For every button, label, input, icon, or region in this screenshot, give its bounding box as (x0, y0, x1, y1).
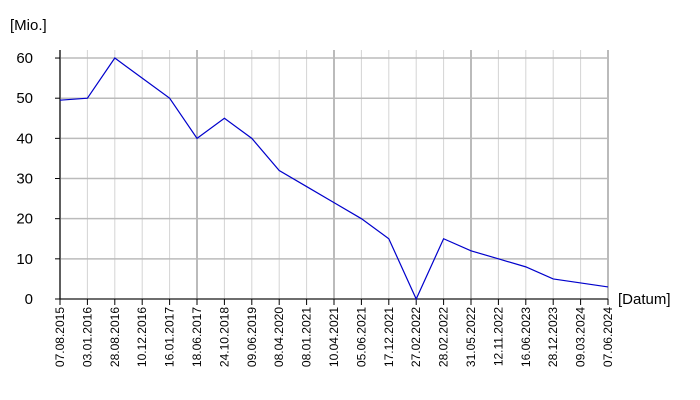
x-tick-label: 18.06.2017 (190, 307, 204, 367)
x-tick-label: 08.04.2020 (272, 307, 286, 367)
x-tick-label: 28.08.2016 (108, 307, 122, 367)
y-tick-label: 30 (16, 171, 33, 188)
x-tick-label: 09.03.2024 (574, 307, 588, 367)
x-tick-label: 27.02.2022 (409, 307, 423, 367)
x-tick-label: 07.06.2024 (601, 307, 615, 367)
y-axis-label: [Mio.] (10, 17, 47, 34)
x-tick-label: 17.12.2021 (382, 307, 396, 367)
x-tick-label: 24.10.2018 (217, 307, 231, 367)
x-tick-label: 05.06.2021 (354, 307, 368, 367)
x-tick-label: 16.06.2023 (519, 307, 533, 367)
x-tick-label: 03.01.2016 (80, 307, 94, 367)
x-tick-label: 31.05.2022 (464, 307, 478, 367)
y-tick-label: 10 (16, 251, 33, 268)
y-tick-label: 50 (16, 90, 33, 107)
x-tick-label: 16.01.2017 (163, 307, 177, 367)
y-tick-label: 20 (16, 211, 33, 228)
y-tick-label: 40 (16, 130, 33, 147)
x-tick-label: 08.01.2021 (300, 307, 314, 367)
x-axis-label: [Datum] (618, 291, 671, 308)
x-tick-label: 10.12.2016 (135, 307, 149, 367)
y-tick-label: 0 (25, 291, 33, 308)
x-tick-label: 09.06.2019 (245, 307, 259, 367)
y-tick-label: 60 (16, 50, 33, 67)
x-tick-label: 12.11.2022 (491, 307, 505, 366)
data-line (59, 57, 609, 301)
x-tick-label: 28.02.2022 (437, 307, 451, 367)
x-tick-label: 10.04.2021 (327, 307, 341, 367)
x-tick-label: 28.12.2023 (546, 307, 560, 367)
x-tick-label: 07.08.2015 (53, 307, 67, 367)
